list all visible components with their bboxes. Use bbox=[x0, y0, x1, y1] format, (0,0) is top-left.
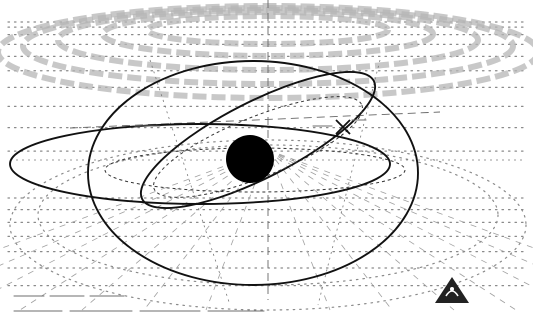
grid-line-radial bbox=[267, 149, 455, 311]
label-marks-upper bbox=[134, 119, 367, 127]
grid-line-radial bbox=[267, 149, 533, 288]
orbit-large bbox=[87, 60, 419, 286]
axis-diagonal-left bbox=[149, 59, 231, 306]
caption bbox=[13, 295, 265, 312]
grid-line-radial bbox=[0, 149, 269, 250]
grid-line-radial bbox=[267, 149, 331, 311]
logo-dot bbox=[450, 287, 454, 291]
grid-line-radial bbox=[0, 149, 269, 289]
grid-line-radial bbox=[267, 149, 393, 311]
grid-line-radial bbox=[19, 149, 269, 311]
grid-line-radial bbox=[267, 149, 533, 249]
central-body bbox=[226, 135, 274, 183]
axis-offset bbox=[69, 111, 441, 129]
orbit-tilted-inner bbox=[153, 96, 363, 198]
marker-stroke-b bbox=[335, 119, 351, 135]
grid-line-radial bbox=[143, 149, 269, 311]
orbit-tilted bbox=[139, 71, 377, 209]
grid-line-radial bbox=[267, 149, 517, 311]
marker bbox=[335, 119, 351, 135]
perspective-grid bbox=[0, 21, 533, 311]
logo bbox=[435, 277, 469, 303]
orbit-ellipses bbox=[9, 60, 419, 286]
ring-band-lower bbox=[37, 144, 499, 286]
ring-band-lower bbox=[9, 139, 527, 311]
